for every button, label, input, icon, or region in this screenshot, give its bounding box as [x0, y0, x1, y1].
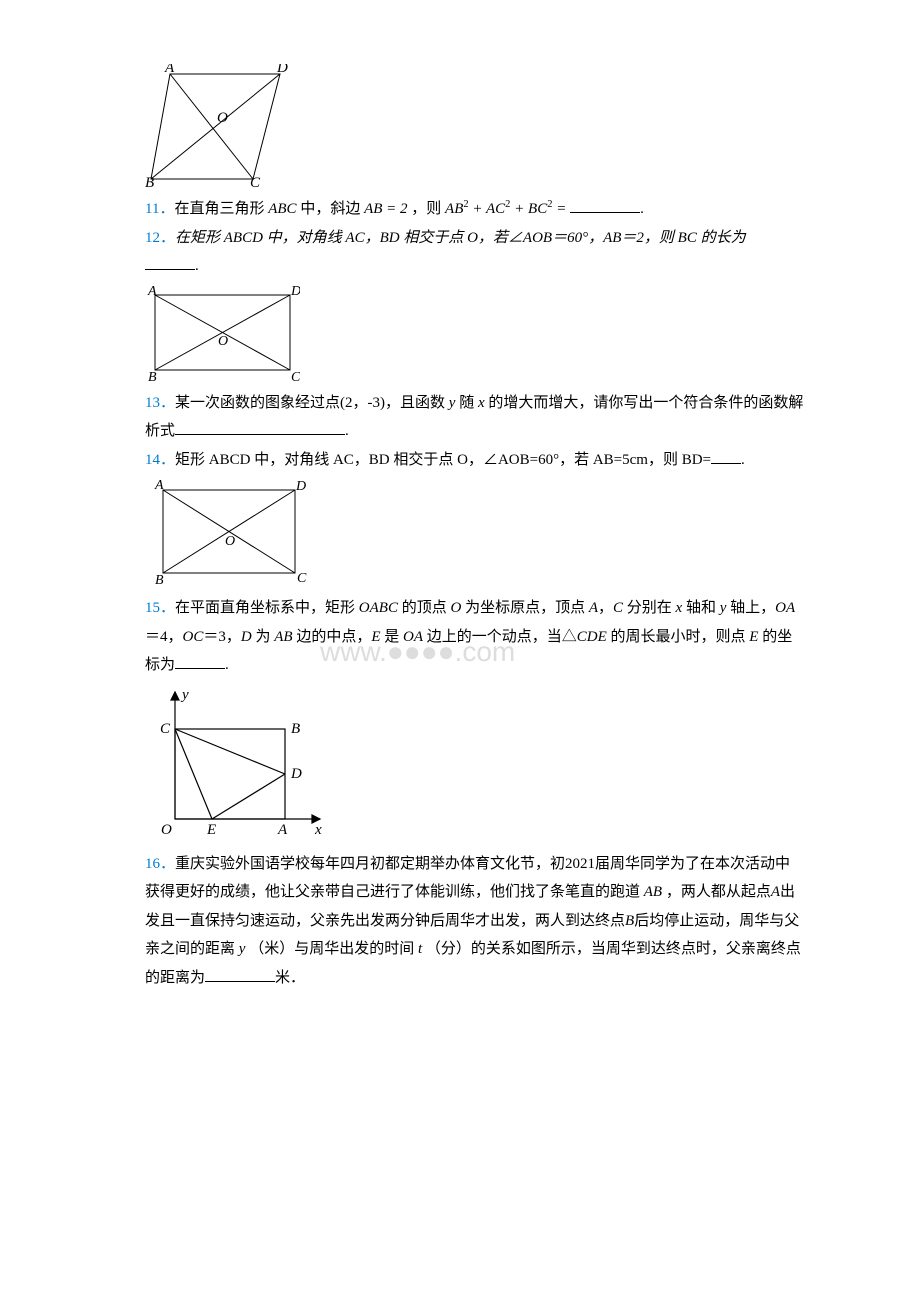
label-B: B — [145, 175, 154, 189]
label-C: C — [160, 721, 171, 737]
label-E: E — [206, 822, 216, 838]
label-O: O — [217, 110, 228, 126]
label-A: A — [147, 285, 157, 299]
label-D: D — [276, 64, 288, 76]
label-B: B — [148, 370, 157, 383]
problem-number-16: 16． — [145, 856, 175, 872]
problem-14: 14．矩形 ABCD 中，对角线 AC，BD 相交于点 O，∠AOB=60°，若… — [145, 446, 805, 475]
coord-figure-p15: O A B C D E x y — [145, 684, 330, 844]
rect-figure-p12: A D B C O — [145, 285, 300, 383]
label-x: x — [314, 822, 322, 838]
label-O: O — [218, 334, 228, 349]
label-D: D — [295, 479, 306, 494]
label-A: A — [154, 478, 164, 493]
problem-11: 11．在直角三角形 ABC 中，斜边 AB = 2 ，则 AB2 + AC2 +… — [145, 195, 805, 224]
problem-number-12: 12． — [145, 230, 175, 246]
blank-14 — [711, 449, 741, 464]
label-C: C — [291, 370, 300, 383]
problem-number-11: 11． — [145, 201, 174, 217]
label-O: O — [225, 534, 235, 549]
problem-13: 13．某一次函数的图象经过点(2，-3)，且函数 y 随 x 的增大而增大，请你… — [145, 389, 805, 446]
label-D: D — [290, 285, 300, 299]
blank-13 — [175, 420, 345, 435]
problem-12: 12．在矩形 ABCD 中，对角线 AC，BD 相交于点 O，若∠AOB＝60°… — [145, 224, 805, 281]
blank-11 — [570, 198, 640, 213]
label-A: A — [277, 822, 288, 838]
label-C: C — [250, 175, 261, 189]
blank-15 — [175, 654, 225, 669]
label-A: A — [164, 64, 175, 76]
blank-12 — [145, 255, 195, 270]
problem-number-13: 13． — [145, 395, 175, 411]
label-y: y — [180, 687, 189, 703]
label-D: D — [290, 766, 302, 782]
label-C: C — [297, 571, 307, 586]
rect-figure-p14: A D B C O — [145, 478, 310, 588]
label-B: B — [155, 573, 164, 588]
problem-15: 15．在平面直角坐标系中，矩形 OABC 的顶点 O 为坐标原点，顶点 A，C … — [145, 594, 805, 680]
label-B: B — [291, 721, 300, 737]
blank-16 — [205, 967, 275, 982]
problem-number-15: 15． — [145, 600, 175, 616]
parallelogram-figure-top: A D B C O — [145, 64, 290, 189]
label-O: O — [161, 822, 172, 838]
problem-number-14: 14． — [145, 452, 175, 468]
problem-16: 16．重庆实验外国语学校每年四月初都定期举办体育文化节，初2021届周华同学为了… — [145, 850, 805, 993]
